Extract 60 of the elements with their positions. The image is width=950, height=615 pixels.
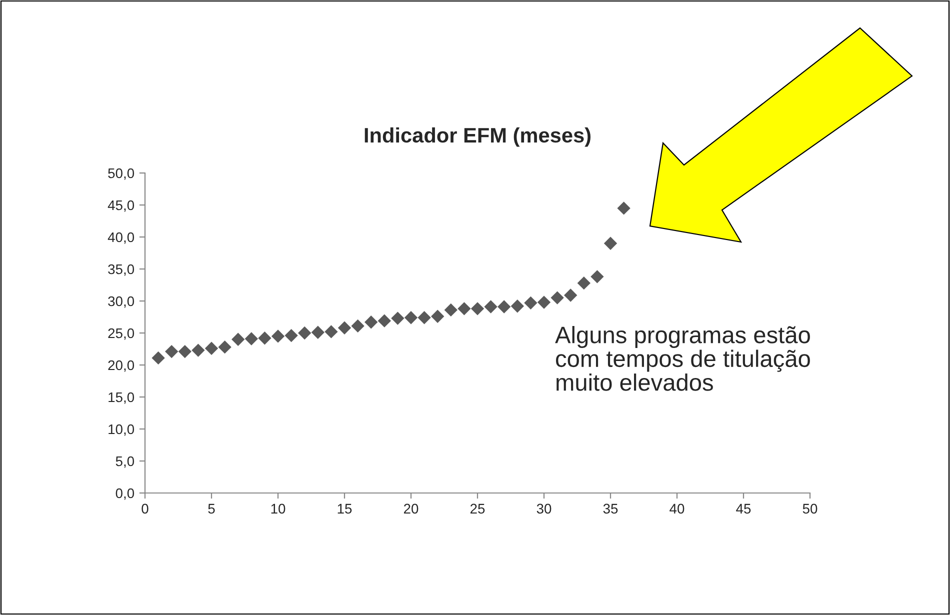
point — [617, 202, 630, 215]
point — [590, 270, 604, 284]
point — [550, 291, 564, 304]
y-tick-label: 45,0 — [108, 200, 134, 212]
point — [577, 276, 590, 290]
point — [204, 342, 218, 355]
x-tick-label: 5 — [208, 504, 215, 514]
point — [378, 314, 391, 328]
point — [192, 344, 205, 357]
annotation: Alguns programas estão com tempos de titulação muito elevados — [555, 326, 810, 391]
point — [244, 332, 258, 346]
point — [258, 332, 272, 345]
point — [218, 340, 232, 354]
point — [470, 302, 484, 316]
y-tick-label: 50,0 — [108, 168, 134, 180]
chart-title: Indicador EFM (meses) — [364, 127, 590, 147]
x-tick-label: 30 — [536, 504, 552, 514]
y-tick-label: 20,0 — [108, 360, 134, 372]
point — [284, 328, 298, 342]
x-tick-label: 50 — [802, 504, 818, 514]
point — [351, 319, 364, 333]
point — [484, 300, 498, 314]
point — [604, 236, 618, 250]
y-tick-label: 25,0 — [108, 328, 134, 340]
y-tick-label: 5,0 — [116, 456, 134, 468]
x-tick-label: 40 — [670, 504, 684, 514]
point — [232, 332, 245, 346]
point — [165, 344, 178, 358]
point — [364, 316, 378, 329]
x-tick-label: 15 — [338, 504, 352, 514]
point — [298, 326, 312, 340]
point — [510, 300, 524, 313]
y-tick-label: 0,0 — [116, 488, 134, 500]
x-tick-label: 20 — [404, 504, 418, 514]
x-tick-label: 45 — [736, 504, 751, 514]
point — [338, 321, 352, 334]
point — [311, 326, 324, 339]
point — [537, 296, 551, 309]
x-tick-label: 35 — [603, 504, 618, 514]
point — [324, 325, 338, 338]
y-tick-label: 15,0 — [108, 392, 134, 404]
point — [178, 344, 192, 358]
point — [404, 311, 418, 324]
point — [152, 351, 165, 365]
point — [498, 300, 511, 314]
y-tick-label: 10,0 — [108, 424, 134, 436]
y-tick-label: 40,0 — [108, 232, 134, 244]
y-tick-label: 30,0 — [108, 296, 134, 308]
point — [564, 288, 578, 302]
point — [271, 330, 285, 343]
point — [418, 311, 431, 324]
point — [524, 296, 538, 310]
x-tick-label: 0 — [142, 504, 148, 514]
point — [444, 303, 458, 317]
point — [431, 310, 444, 323]
point — [391, 312, 404, 325]
point — [458, 302, 471, 316]
x-tick-label: 25 — [470, 504, 485, 514]
x-tick-label: 10 — [271, 504, 286, 514]
y-tick-label: 35,0 — [108, 264, 134, 276]
